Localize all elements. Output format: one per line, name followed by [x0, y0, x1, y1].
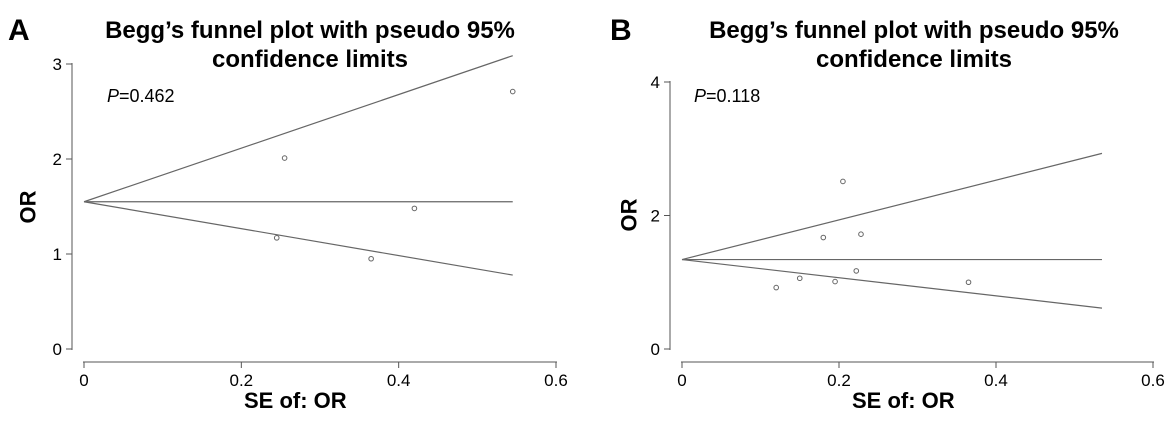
funnel-plot-panel-b: 0 2 4 0 0.2 0.4 0.6 B Begg’s funnel plot with … — [586, 0, 1172, 425]
x-tick-label: 0.4 — [387, 371, 411, 390]
chart-title: Begg’s funnel plot with pseudo 95% confi… — [80, 16, 540, 74]
chart-title-line-2: confidence limits — [815, 46, 1013, 73]
y-axis-label: OR — [616, 198, 642, 232]
study-point — [820, 234, 827, 241]
study-point — [858, 231, 864, 237]
study-point — [411, 205, 418, 212]
x-tick-label: 0 — [79, 371, 88, 390]
x-axis-label: SE of: OR — [244, 388, 347, 413]
study-point — [840, 178, 846, 185]
y-tick-label: 4 — [651, 73, 660, 92]
x-tick-label: 0.2 — [230, 371, 254, 390]
y-tick-label: 0 — [53, 340, 62, 359]
study-point — [273, 235, 280, 241]
lower-confidence-limit-line — [83, 201, 513, 276]
chart-title-line-1: Begg’s funnel plot with pseudo 95% — [709, 17, 1119, 44]
lower-confidence-limit-line — [681, 258, 1103, 309]
p-value-annotation: P=0.118 — [694, 86, 760, 107]
funnel-plot-panel-a: 0 1 2 3 0 0.2 0.4 0.6 A Begg’s funnel plot with… — [8, 14, 568, 413]
chart-title-line-1: Begg’s funnel plot with pseudo 95% — [105, 17, 515, 44]
chart-title-line-2: confidence limits — [211, 46, 409, 73]
study-point — [509, 88, 516, 95]
x-tick-label: 0.6 — [544, 371, 568, 390]
study-point — [281, 155, 288, 161]
x-tick-label: 0 — [677, 371, 686, 390]
x-tick-label: 0.2 — [827, 371, 851, 390]
funnel-plot-b: 0 2 4 0 0.2 0.4 0.6 — [651, 73, 1165, 390]
upper-confidence-limit-line — [681, 152, 1103, 261]
panel-letter: A — [8, 14, 30, 47]
y-tick-label: 2 — [53, 150, 62, 169]
study-point — [853, 268, 860, 274]
y-axis-label: OR — [15, 190, 41, 224]
study-point — [965, 279, 972, 286]
study-point — [832, 278, 838, 285]
y-tick-label: 3 — [53, 55, 62, 74]
chart-title: Begg’s funnel plot with pseudo 95% confi… — [674, 16, 1154, 74]
funnel-plot-a: 0 1 2 3 0 0.2 0.4 0.6 — [53, 55, 568, 390]
study-point — [773, 284, 779, 291]
study-point — [796, 275, 803, 282]
x-tick-label: 0.6 — [1141, 371, 1165, 390]
p-value-annotation: P=0.462 — [107, 86, 175, 107]
p-value-symbol: P — [107, 86, 120, 106]
p-value-text: =0.462 — [119, 86, 175, 106]
y-tick-label: 0 — [651, 340, 660, 359]
y-tick-label: 2 — [651, 207, 660, 226]
panel-letter: B — [610, 14, 632, 47]
upper-confidence-limit-line — [83, 55, 513, 203]
x-tick-label: 0.4 — [984, 371, 1008, 390]
p-value-text: =0.118 — [706, 86, 761, 106]
study-point — [368, 255, 374, 262]
x-axis-label: SE of: OR — [852, 388, 955, 413]
y-tick-label: 1 — [53, 245, 62, 264]
p-value-symbol: P — [694, 86, 707, 106]
